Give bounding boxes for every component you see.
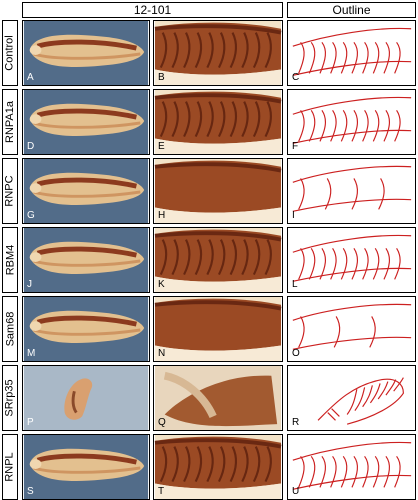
row-label-text: Control bbox=[4, 35, 16, 71]
panel-letter: C bbox=[292, 72, 300, 83]
row-label-rnpa1a: RNPA1a bbox=[2, 89, 18, 155]
header-12-101: 12-101 bbox=[22, 2, 283, 18]
row-label-text: RNPA1a bbox=[4, 101, 17, 143]
row-label-rbm4: RBM4 bbox=[2, 227, 18, 293]
panel-letter: F bbox=[292, 141, 299, 152]
row-label-text: Sam68 bbox=[4, 311, 17, 347]
panel-letter: U bbox=[292, 486, 300, 497]
row-label-text: RBM4 bbox=[4, 244, 16, 276]
outline-panel-c: C bbox=[287, 20, 416, 86]
closeup-image-panel-b: B bbox=[153, 20, 283, 86]
outline-panel-l: L bbox=[287, 227, 416, 293]
row-label-control: Control bbox=[2, 20, 18, 86]
embryo-image-panel-a: A bbox=[22, 20, 150, 86]
outline-panel-r: R bbox=[287, 365, 416, 431]
row-label-text: SRrp35 bbox=[4, 379, 17, 417]
outline-panel-i: I bbox=[287, 158, 416, 224]
panel-letter: M bbox=[27, 348, 36, 359]
row-label-text: RNPL bbox=[4, 452, 16, 482]
header-12-101-text: 12-101 bbox=[133, 3, 172, 17]
embryo-image-panel-j: J bbox=[22, 227, 150, 293]
closeup-image-panel-h: H bbox=[153, 158, 283, 224]
row-label-sam68: Sam68 bbox=[2, 296, 18, 362]
embryo-image-panel-p: P bbox=[22, 365, 150, 431]
row-label-text: RNPC bbox=[4, 175, 17, 207]
embryo-image-panel-m: M bbox=[22, 296, 150, 362]
row-label-rnpc: RNPC bbox=[2, 158, 18, 224]
panel-letter: E bbox=[158, 141, 165, 152]
closeup-image-panel-n: N bbox=[153, 296, 283, 362]
row-label-srrp35: SRrp35 bbox=[2, 365, 18, 431]
outline-panel-f: F bbox=[287, 89, 416, 155]
panel-letter: B bbox=[158, 72, 165, 83]
outline-panel-u: U bbox=[287, 434, 416, 500]
closeup-image-panel-t: T bbox=[153, 434, 283, 500]
embryo-image-panel-d: D bbox=[22, 89, 150, 155]
panel-letter: I bbox=[292, 210, 295, 221]
panel-letter: D bbox=[27, 141, 35, 152]
closeup-image-panel-q: Q bbox=[153, 365, 283, 431]
panel-letter: N bbox=[158, 348, 166, 359]
header-outline-text: Outline bbox=[332, 3, 371, 17]
outline-panel-o: O bbox=[287, 296, 416, 362]
header-outline: Outline bbox=[287, 2, 416, 18]
panel-letter: P bbox=[27, 417, 34, 428]
panel-letter: L bbox=[292, 279, 298, 290]
panel-letter: H bbox=[158, 210, 166, 221]
panel-letter: G bbox=[27, 210, 35, 221]
embryo-image-panel-g: G bbox=[22, 158, 150, 224]
row-label-rnpl: RNPL bbox=[2, 434, 18, 500]
panel-letter: R bbox=[292, 417, 300, 428]
panel-letter: J bbox=[27, 279, 32, 290]
panel-letter: S bbox=[27, 486, 34, 497]
closeup-image-panel-k: K bbox=[153, 227, 283, 293]
panel-letter: K bbox=[158, 279, 165, 290]
panel-letter: O bbox=[292, 348, 300, 359]
closeup-image-panel-e: E bbox=[153, 89, 283, 155]
panel-letter: A bbox=[27, 72, 34, 83]
embryo-image-panel-s: S bbox=[22, 434, 150, 500]
panel-letter: T bbox=[158, 486, 165, 497]
panel-letter: Q bbox=[158, 417, 166, 428]
